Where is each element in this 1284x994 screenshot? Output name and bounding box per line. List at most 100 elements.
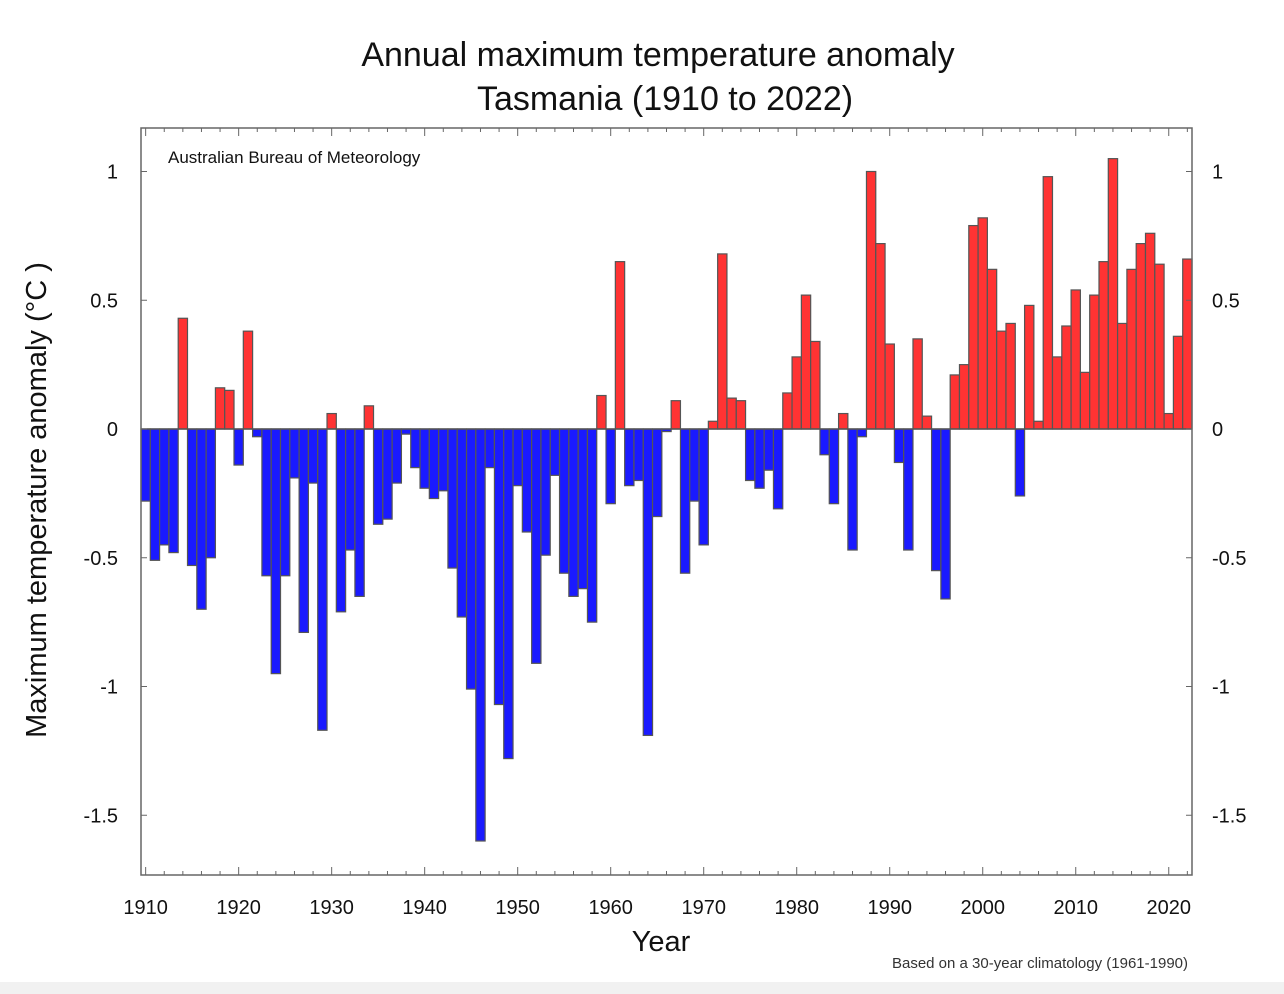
bar-1957 — [577, 428, 589, 590]
x-tick-label: 1960 — [588, 897, 633, 919]
bar-1954 — [549, 428, 561, 476]
bar-1977 — [763, 428, 775, 471]
bar-1967 — [670, 400, 682, 430]
bar-1987 — [856, 428, 868, 438]
bar-2003 — [1005, 322, 1016, 430]
y-tick-label-right: -1.5 — [1212, 805, 1246, 827]
bar-1948 — [493, 428, 505, 706]
x-tick-label: 2010 — [1053, 897, 1098, 919]
bar-1942 — [438, 428, 449, 492]
bar-1953 — [540, 428, 551, 556]
y-tick-label-right: -1 — [1212, 677, 1230, 699]
bar-2014 — [1107, 158, 1119, 430]
x-tick-label: 1940 — [402, 897, 447, 919]
bar-1927 — [298, 428, 310, 634]
bar-1972 — [717, 253, 728, 430]
y-tick-label-left: -1 — [100, 677, 118, 699]
bar-1933 — [354, 428, 365, 597]
bar-1976 — [754, 428, 765, 489]
bar-1983 — [819, 428, 830, 456]
bar-1914 — [177, 317, 189, 430]
bar-2020 — [1163, 412, 1174, 430]
bar-1995 — [930, 428, 942, 572]
y-tick-label-left: -1.5 — [84, 805, 118, 827]
bar-1960 — [605, 428, 616, 505]
bar-1970 — [698, 428, 709, 546]
y-axis-label: Maximum temperature anomaly (°C ) — [21, 262, 53, 738]
bar-1973 — [726, 397, 737, 430]
bar-1971 — [707, 420, 719, 430]
bar-1941 — [428, 428, 440, 500]
bar-1944 — [456, 428, 468, 618]
x-axis-label: Year — [632, 926, 691, 958]
bar-1981 — [800, 294, 812, 430]
bar-1997 — [949, 374, 961, 430]
bar-1982 — [810, 340, 821, 430]
bar-1999 — [968, 224, 979, 430]
bar-1926 — [289, 428, 300, 479]
axes-group: 1 1 0.5 0.5 0 0 -0.5 -0.5 -1 -1 -1.5 -1.5 1910 1920 19… — [84, 128, 1246, 919]
bar-1965 — [651, 428, 663, 518]
x-tick-label: 1930 — [309, 897, 354, 919]
bar-1989 — [875, 243, 886, 430]
bar-1911 — [149, 428, 161, 561]
bar-1949 — [503, 428, 514, 760]
bar-1992 — [903, 428, 914, 551]
x-tick-label: 1910 — [123, 897, 168, 919]
bar-1955 — [558, 428, 570, 574]
bar-1920 — [233, 428, 244, 466]
bar-1958 — [586, 428, 598, 623]
bar-2022 — [1182, 258, 1193, 430]
bar-1924 — [270, 428, 282, 675]
bar-1934 — [363, 405, 375, 430]
bar-1916 — [196, 428, 207, 610]
bar-2006 — [1033, 420, 1044, 430]
bar-2017 — [1135, 243, 1147, 430]
bar-1950 — [512, 428, 523, 487]
bar-2008 — [1051, 356, 1063, 430]
y-tick-label-left: 0 — [107, 419, 118, 441]
bar-1998 — [958, 364, 970, 430]
bar-1910 — [140, 428, 151, 502]
bar-1988 — [865, 170, 877, 430]
bar-1938 — [400, 428, 412, 435]
bar-1975 — [744, 428, 756, 482]
bar-2005 — [1023, 304, 1035, 430]
bottom-strip — [0, 982, 1284, 994]
y-tick-label-right: 1 — [1212, 162, 1223, 184]
x-tick-label: 1950 — [495, 897, 540, 919]
x-tick-label: 2000 — [960, 897, 1005, 919]
bar-2009 — [1061, 325, 1072, 430]
bar-1931 — [335, 428, 347, 613]
bar-1918 — [214, 387, 226, 430]
bar-1980 — [791, 356, 802, 430]
bar-1930 — [326, 412, 337, 430]
bar-1984 — [828, 428, 840, 505]
bar-1969 — [689, 428, 700, 502]
y-tick-label-right: 0 — [1212, 419, 1223, 441]
bar-1935 — [372, 428, 384, 525]
bar-1996 — [940, 428, 951, 600]
y-tick-label-right: 0.5 — [1212, 290, 1240, 312]
bar-2013 — [1098, 261, 1109, 430]
bar-1917 — [205, 428, 217, 559]
x-tick-label: 1920 — [216, 897, 261, 919]
bar-1959 — [596, 394, 607, 430]
bar-1986 — [847, 428, 858, 551]
source-label: Australian Bureau of Meteorology — [168, 148, 421, 167]
bar-1943 — [447, 428, 458, 569]
footnote: Based on a 30-year climatology (1961-199… — [892, 955, 1188, 972]
bar-1968 — [679, 428, 691, 574]
x-tick-label: 1990 — [867, 897, 912, 919]
bar-1964 — [642, 428, 654, 737]
bar-1940 — [419, 428, 430, 489]
bars-group — [140, 158, 1193, 842]
chart-title: Annual maximum temperature anomaly — [361, 36, 954, 74]
bar-1921 — [242, 330, 254, 430]
bar-2001 — [986, 268, 998, 430]
bar-1963 — [633, 428, 644, 482]
bar-2019 — [1154, 263, 1165, 430]
bar-1912 — [159, 428, 170, 546]
bar-1929 — [317, 428, 328, 731]
bar-1951 — [521, 428, 533, 533]
